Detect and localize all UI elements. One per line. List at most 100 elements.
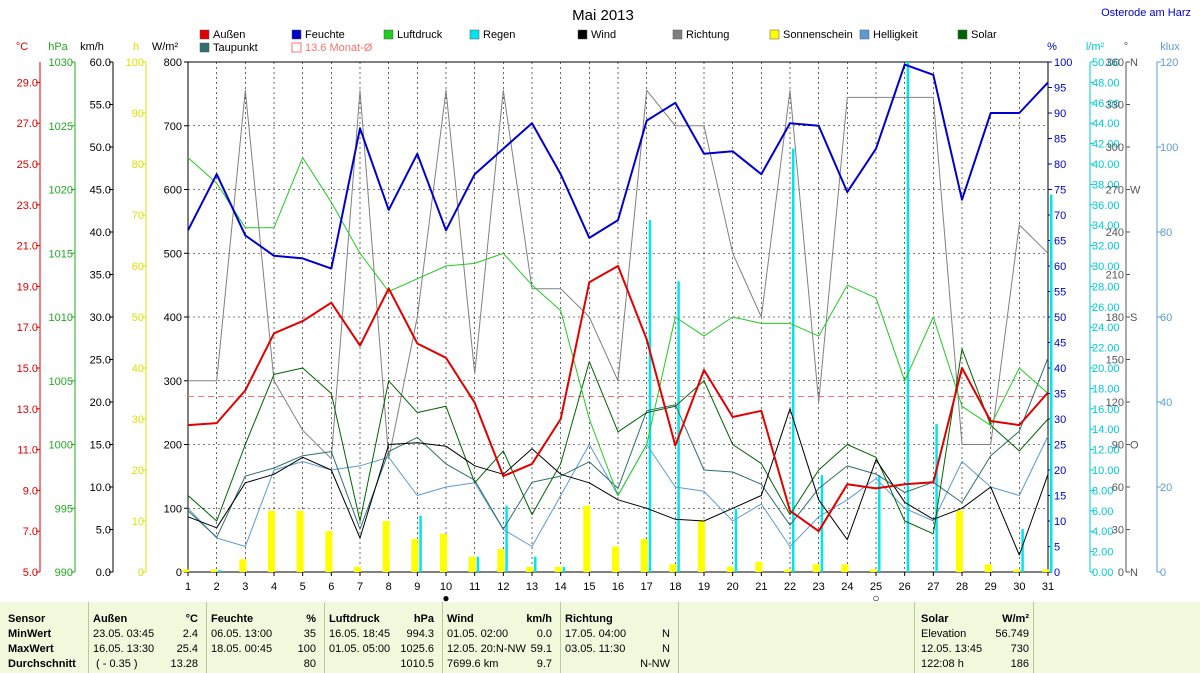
deg-axis-tick-label: 90 [1112, 440, 1124, 452]
kmh-axis-tick-label: 50.0 [90, 142, 111, 154]
legend-label-feuchte: Feuchte [305, 29, 345, 41]
sunshine-bar [440, 533, 447, 572]
panel-feuchte-title: Feuchte [211, 613, 254, 625]
sunshine-bar [354, 566, 361, 572]
x-tick-label: 27 [927, 581, 939, 593]
pct-axis-tick-label: 10 [1054, 516, 1066, 528]
deg-axis-tick-label: 270 [1106, 185, 1124, 197]
sunshine-bar [1042, 569, 1049, 572]
x-tick-label: 26 [899, 581, 911, 593]
kmh-axis-tick-label: 60.0 [90, 57, 111, 69]
sunshine-bar [784, 569, 791, 572]
rain-bar [419, 515, 422, 572]
moon-phase-marker: ● [442, 591, 449, 602]
kmh-axis-tick-label: 45.0 [90, 185, 111, 197]
lm2-axis-tick-label: 18.00 [1092, 383, 1120, 395]
sunshine-bar [1013, 569, 1021, 572]
hours-axis-tick-label: 20 [132, 465, 144, 477]
rain-bar [734, 508, 738, 572]
series-außen [187, 265, 1049, 533]
x-tick-label: 12 [497, 581, 509, 593]
rain-bar [505, 505, 508, 572]
x-tick-label: 15 [583, 581, 595, 593]
feuchte-max-value: 100 [297, 643, 316, 655]
luftdruck-avg-value: 1010.5 [400, 658, 434, 670]
aussen-avg-value: 13.28 [170, 658, 198, 670]
klux-axis-tick-label: 120 [1160, 57, 1178, 69]
sunshine-bar [583, 505, 591, 572]
lm2-axis-tick-label: 8.00 [1092, 485, 1113, 497]
pct-axis-tick-label: 95 [1054, 83, 1066, 95]
aussen-max-value: 25.4 [176, 643, 198, 655]
rain-bar [534, 556, 537, 572]
temp-axis-unit: °C [16, 41, 28, 53]
panel-solar-title: Solar [921, 613, 949, 625]
x-tick-label: 28 [956, 581, 968, 593]
kmh-axis-tick-label: 0.0 [96, 567, 111, 579]
temp-axis-tick-label: 21.0 [17, 241, 38, 253]
x-tick-label: 6 [328, 581, 334, 593]
lm2-axis-tick-label: 0.00 [1092, 567, 1113, 579]
wind-min-value: 0.0 [536, 628, 552, 640]
aussen-avg-note: ( - 0.35 ) [96, 658, 138, 670]
rain-bar [792, 148, 795, 572]
lm2-axis-tick-label: 32.00 [1092, 241, 1120, 253]
deg-axis-tick-label: 210 [1106, 270, 1124, 282]
lm2-axis-tick-label: 10.00 [1092, 465, 1120, 477]
compass-label: N [1130, 57, 1138, 69]
lm2-axis-tick-label: 40.00 [1092, 159, 1120, 171]
legend-label-monat: 13.6 Monat-Ø [305, 42, 373, 54]
legend-swatch-solar [957, 29, 968, 40]
wind-min-time: 01.05. 02:00 [447, 628, 509, 640]
panel-sensor: Sensor MinWert MaxWert Durchschnitt [0, 602, 89, 673]
row-label-avg: Durchschnitt [8, 658, 76, 670]
pct-axis-unit: % [1047, 41, 1057, 53]
panel-solar: Solar W/m² Elevation 56.749 12.05. 13:45 73… [914, 602, 1034, 673]
hpa-axis-tick-label: 990 [55, 567, 73, 579]
luftdruck-max-time: 01.05. 05:00 [329, 643, 391, 655]
compass-label: W [1130, 185, 1141, 197]
pct-axis-tick-label: 60 [1054, 261, 1066, 273]
lm2-axis-tick-label: 26.00 [1092, 302, 1120, 314]
feuchte-max-time: 18.05. 00:45 [211, 643, 273, 655]
pct-axis-tick-label: 50 [1054, 312, 1066, 324]
lm2-axis-unit: l/m² [1086, 41, 1105, 53]
sunshine-bar [325, 531, 333, 572]
wm2-axis-tick-label: 600 [164, 185, 182, 197]
legend-swatch-taupunkt [199, 42, 210, 53]
legend-swatch-aussen [199, 29, 210, 40]
wind-max-value: 59.1 [530, 643, 552, 655]
temp-axis-tick-label: 27.0 [17, 118, 38, 130]
temp-axis-tick-label: 5.0 [23, 567, 38, 579]
pct-axis-tick-label: 75 [1054, 185, 1066, 197]
feuchte-min-value: 35 [303, 628, 316, 640]
rain-bar [677, 281, 680, 572]
hours-axis-tick-label: 60 [132, 261, 144, 273]
weather-chart: Mai 2013 Osterode am Harz Außen Feuchte Lu… [16, 7, 1191, 602]
pct-axis-tick-label: 80 [1054, 159, 1066, 171]
wind-avg-value: 9.7 [536, 658, 552, 670]
x-tick-label: 16 [612, 581, 624, 593]
deg-axis-tick-label: 150 [1106, 355, 1124, 367]
lm2-axis-tick-label: 34.00 [1092, 220, 1120, 232]
series-feuchte [187, 63, 1049, 270]
lm2-axis-tick-label: 12.00 [1092, 445, 1120, 457]
kmh-axis-tick-label: 55.0 [90, 100, 111, 112]
compass-label: N [1130, 567, 1138, 579]
compass-label: S [1130, 312, 1137, 324]
klux-axis-tick-label: 0 [1160, 567, 1166, 579]
solar-elevation-label: Elevation [921, 628, 967, 640]
lm2-axis-tick-label: 44.00 [1092, 118, 1120, 130]
solar-max-time: 12.05. 13:45 [921, 643, 983, 655]
lm2-axis-tick-label: 48.00 [1092, 77, 1120, 89]
series-wind [187, 408, 1049, 556]
panel-aussen: Außen °C 23.05. 03:45 2.4 16.05. 13:30 25.4… [88, 602, 207, 673]
deg-axis-tick-label: 300 [1106, 142, 1124, 154]
sunshine-bar [182, 569, 189, 572]
legend-label-aussen: Außen [213, 29, 245, 41]
solar-avg-value: 186 [1010, 658, 1029, 670]
x-tick-label: 23 [813, 581, 825, 593]
legend-swatch-helligkeit [859, 29, 870, 40]
legend-swatch-wind [577, 29, 588, 40]
kmh-axis-tick-label: 30.0 [90, 312, 111, 324]
